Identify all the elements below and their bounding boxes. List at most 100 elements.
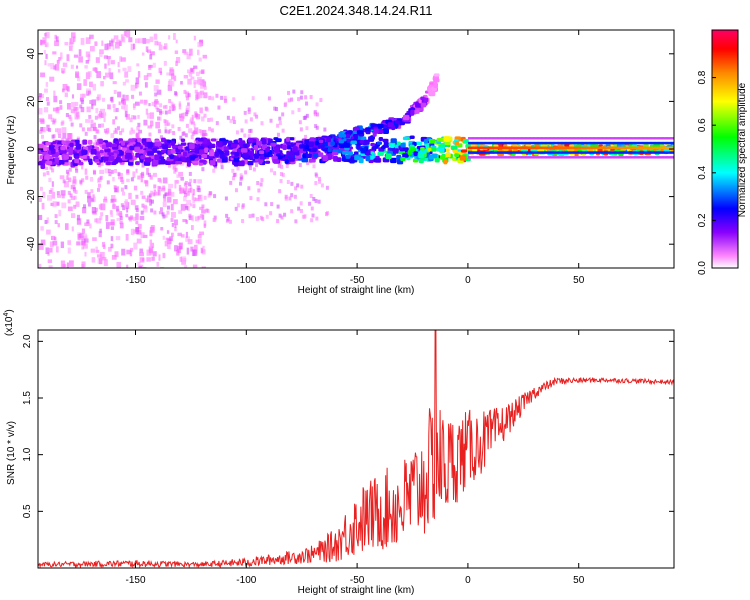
heatmap-cell: [213, 194, 217, 199]
heatmap-cell: [278, 160, 282, 165]
heatmap-cell: [201, 209, 206, 214]
heatmap-cell: [656, 141, 659, 145]
heatmap-cell: [99, 149, 104, 154]
heatmap-cell: [663, 141, 666, 145]
heatmap-cell: [197, 215, 201, 220]
heatmap-cell: [139, 216, 145, 221]
heatmap-cell: [390, 144, 395, 149]
heatmap-cell: [122, 94, 125, 101]
heatmap-cell: [54, 157, 60, 163]
heatmap-cell: [493, 141, 496, 145]
heatmap-cell: [220, 95, 224, 100]
heatmap-cell: [311, 213, 315, 218]
heatmap-cell: [563, 141, 566, 145]
heatmap-cell: [184, 265, 188, 268]
heatmap-cell: [614, 146, 617, 150]
heatmap-cell: [507, 146, 510, 150]
heatmap-cell: [559, 156, 562, 159]
heatmap-cell: [506, 137, 509, 140]
heatmap-cell: [185, 91, 190, 98]
heatmap-cell: [507, 156, 510, 159]
heatmap-cell: [92, 127, 98, 132]
heatmap-cell: [171, 124, 175, 129]
heatmap-cell: [599, 156, 602, 159]
heatmap-cell: [567, 156, 570, 159]
heatmap-cell: [535, 146, 538, 150]
heatmap-cell: [592, 141, 595, 145]
heatmap-cell: [110, 161, 117, 165]
heatmap-cell: [73, 54, 79, 58]
heatmap-cell: [652, 156, 655, 159]
heatmap-cell: [38, 214, 43, 220]
heatmap-cell: [87, 195, 92, 203]
heatmap-cell: [145, 46, 149, 52]
heatmap-cell: [72, 179, 76, 184]
heatmap-cell: [120, 146, 124, 151]
heatmap-cell: [598, 156, 601, 159]
heatmap-cell: [93, 135, 97, 140]
heatmap-cell: [392, 148, 399, 154]
heatmap-cell: [204, 147, 209, 154]
heatmap-cell: [168, 35, 171, 40]
heatmap-cell: [558, 151, 561, 154]
heatmap-cell: [54, 63, 60, 71]
heatmap-cell: [568, 141, 571, 145]
heatmap-cell: [171, 212, 176, 218]
heatmap-cell: [498, 141, 501, 145]
heatmap-cell: [586, 137, 589, 140]
heatmap-cell: [318, 179, 322, 184]
heatmap-cell: [618, 156, 621, 159]
heatmap-cell: [664, 141, 667, 145]
heatmap-cell: [503, 141, 506, 145]
bottom-x-axis-label: Height of straight line (km): [298, 585, 415, 596]
heatmap-cell: [89, 223, 92, 229]
heatmap-cell: [567, 146, 570, 150]
heatmap-cell: [191, 215, 195, 222]
heatmap-cell: [140, 232, 145, 239]
heatmap-cell: [600, 146, 603, 150]
heatmap-cell: [207, 118, 211, 123]
heatmap-cell: [251, 213, 255, 218]
heatmap-cell: [98, 231, 102, 238]
heatmap-cell: [199, 159, 205, 163]
heatmap-cell: [197, 76, 202, 84]
heatmap-cell: [76, 115, 80, 120]
heatmap-cell: [85, 59, 89, 64]
heatmap-cell: [648, 137, 651, 140]
heatmap-cell: [101, 256, 107, 261]
heatmap-cell: [309, 194, 313, 199]
heatmap-cell: [83, 233, 87, 239]
heatmap-cell: [475, 141, 478, 145]
heatmap-cell: [566, 146, 569, 150]
heatmap-cell: [659, 156, 662, 159]
heatmap-cell: [377, 123, 384, 129]
heatmap-cell: [518, 141, 521, 145]
heatmap-cell: [48, 177, 52, 183]
heatmap-cell: [666, 146, 669, 150]
heatmap-cell: [184, 112, 188, 117]
heatmap-cell: [46, 124, 50, 131]
heatmap-cell: [120, 34, 124, 42]
heatmap-cell: [284, 196, 288, 201]
heatmap-cell: [177, 246, 182, 250]
heatmap-cell: [253, 153, 259, 159]
heatmap-cell: [537, 151, 540, 154]
heatmap-cell: [494, 141, 497, 145]
heatmap-cell: [309, 95, 313, 100]
heatmap-cell: [556, 137, 559, 140]
heatmap-cell: [614, 156, 617, 159]
heatmap-cell: [68, 46, 73, 51]
heatmap-cell: [79, 97, 85, 102]
heatmap-cell: [84, 168, 88, 175]
heatmap-cell: [580, 146, 583, 150]
heatmap-cell: [66, 172, 70, 176]
heatmap-cell: [527, 151, 530, 154]
heatmap-cell: [494, 146, 497, 150]
heatmap-cell: [564, 137, 567, 140]
heatmap-cell: [652, 151, 655, 154]
heatmap-cell: [487, 141, 490, 145]
heatmap-cell: [478, 146, 481, 150]
heatmap-cell: [290, 181, 294, 186]
heatmap-cell: [646, 146, 649, 150]
heatmap-cell: [560, 141, 563, 145]
